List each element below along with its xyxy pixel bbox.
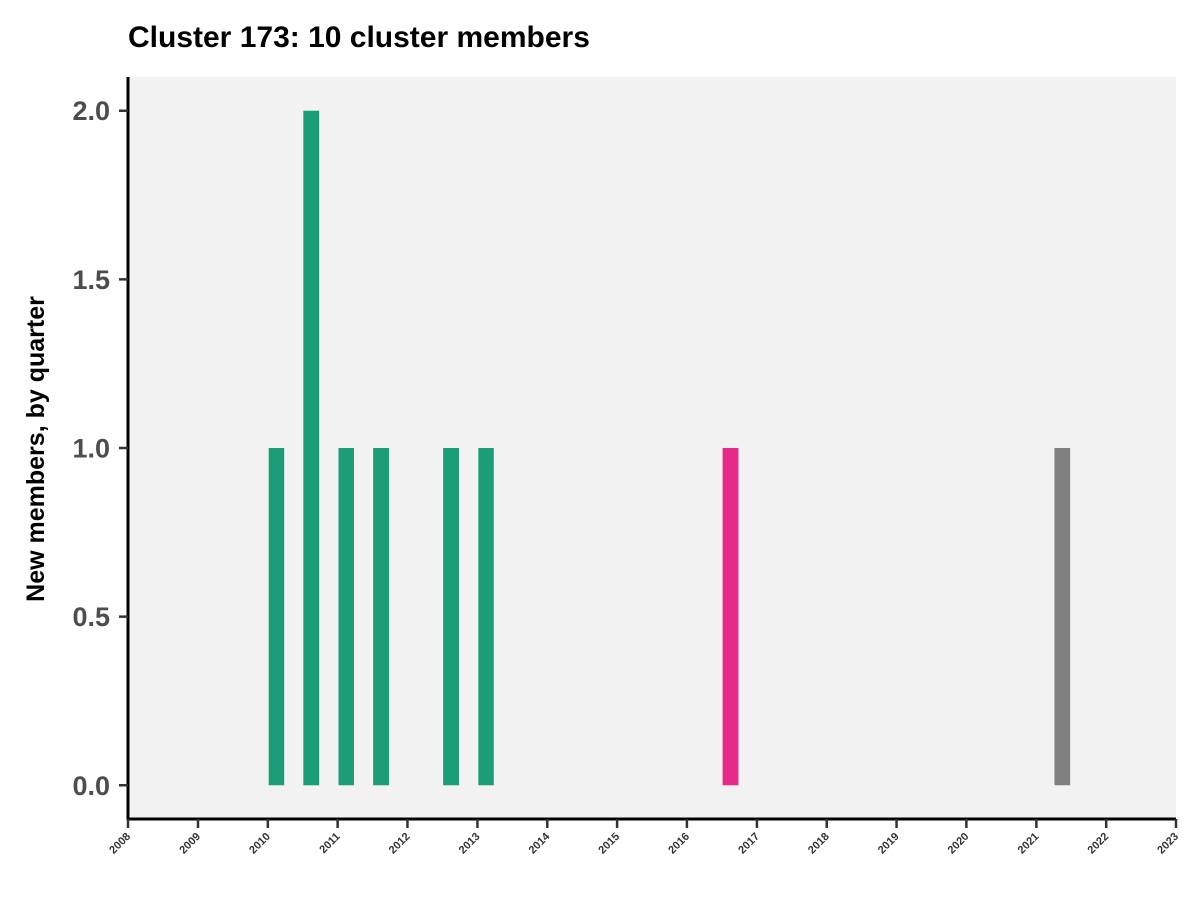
x-tick-label: 2013 [457, 831, 483, 857]
x-tick-label: 2009 [177, 831, 203, 857]
y-tick-label: 1.0 [72, 434, 110, 464]
x-tick-label: 2012 [387, 831, 413, 857]
bar-2011-Q1 [338, 448, 354, 786]
y-tick-label: 1.5 [72, 265, 110, 295]
x-tick-label: 2011 [317, 831, 342, 856]
plot-panel [128, 77, 1176, 819]
x-tick-label: 2020 [946, 831, 972, 857]
y-axis-label: New members, by quarter [22, 296, 50, 602]
y-tick-label: 0.0 [72, 771, 110, 801]
x-tick-label: 2018 [806, 831, 832, 857]
x-tick-label: 2017 [736, 831, 762, 857]
x-tick-label: 2019 [876, 831, 902, 857]
bar-2021-Q2 [1054, 448, 1071, 786]
x-tick-label: 2015 [596, 831, 622, 857]
x-tick-label: 2022 [1086, 831, 1112, 857]
x-tick-label: 2010 [247, 831, 273, 857]
bar-2012-Q3 [443, 448, 459, 786]
bar-2016-Q3 [722, 448, 739, 786]
bar-2010-Q3 [303, 110, 320, 786]
chart-title: Cluster 173: 10 cluster members [128, 21, 590, 54]
x-tick-label: 2008 [107, 831, 133, 857]
y-tick-label: 0.5 [72, 602, 110, 632]
bars [268, 110, 1071, 786]
y-axis-ticks: 0.0 0.5 1.0 1.5 2.0 [72, 96, 128, 801]
bar-2011-Q3 [373, 448, 389, 786]
bar-2010-Q1 [268, 448, 285, 786]
bar-2013-Q1 [478, 448, 494, 786]
x-axis-ticks: 2008 2009 2010 2011 2012 2013 2014 2015 2016 2017… [107, 819, 1181, 856]
x-tick-label: 2021 [1016, 831, 1042, 857]
x-tick-label: 2016 [666, 831, 692, 857]
x-tick-label: 2023 [1155, 831, 1181, 857]
x-tick-label: 2014 [527, 830, 553, 856]
y-tick-label: 2.0 [72, 96, 110, 126]
